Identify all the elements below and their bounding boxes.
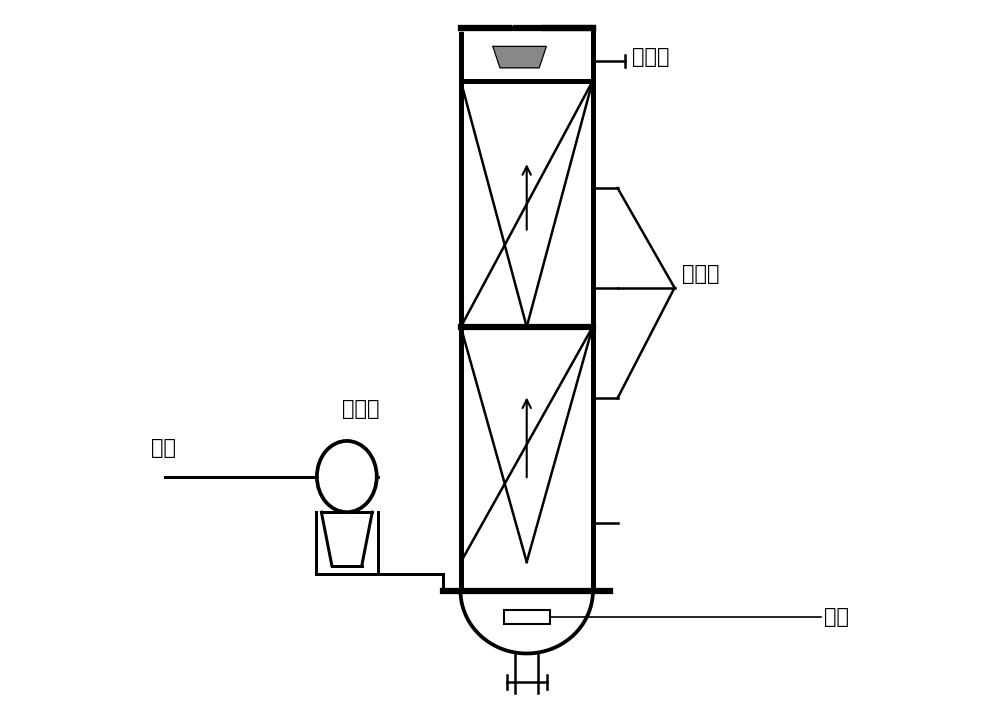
Text: 出水口: 出水口 [632,47,669,67]
Bar [504,610,550,624]
Text: 取样口: 取样口 [682,264,719,284]
Text: 蠕动泵: 蠕动泵 [342,399,380,419]
Polygon shape [493,47,546,67]
Ellipse shape [317,441,377,512]
Text: 进水: 进水 [151,438,176,458]
Text: 曝气: 曝气 [824,607,849,627]
